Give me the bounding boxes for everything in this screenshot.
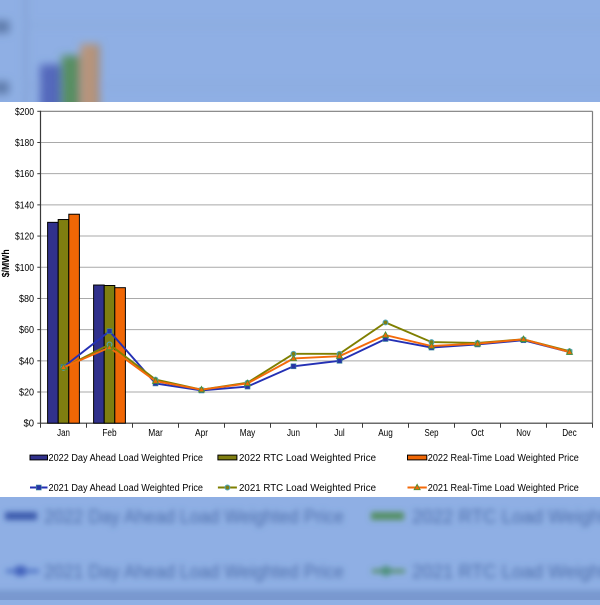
svg-text:Sep: Sep (425, 428, 439, 439)
svg-text:Jul: Jul (334, 428, 345, 439)
svg-text:$60: $60 (19, 325, 34, 336)
svg-text:May: May (240, 428, 256, 439)
svg-text:Nov: Nov (516, 428, 531, 439)
svg-text:Mar: Mar (148, 428, 163, 439)
svg-text:$80: $80 (19, 294, 34, 305)
svg-text:$/MWh: $/MWh (1, 249, 12, 277)
svg-text:$180: $180 (15, 138, 34, 149)
svg-text:2022 Real-Time Load Weighted P: 2022 Real-Time Load Weighted Price (428, 453, 579, 464)
svg-text:Jan: Jan (57, 428, 70, 439)
svg-text:2021 Real-Time Load Weighted P: 2021 Real-Time Load Weighted Price (428, 483, 579, 494)
svg-text:$40: $40 (19, 356, 34, 367)
svg-text:Oct: Oct (471, 428, 484, 439)
svg-text:$160: $160 (15, 169, 34, 180)
svg-text:Feb: Feb (102, 428, 117, 439)
svg-text:$120: $120 (15, 232, 34, 243)
svg-text:2021 Day Ahead Load Weighted P: 2021 Day Ahead Load Weighted Price (49, 483, 204, 494)
svg-text:$200: $200 (15, 107, 34, 118)
svg-text:Jun: Jun (287, 428, 300, 439)
svg-text:Dec: Dec (562, 428, 577, 439)
svg-text:2022 Day Ahead Load Weighted P: 2022 Day Ahead Load Weighted Price (49, 453, 204, 464)
svg-text:2022 RTC Load Weighted Price: 2022 RTC Load Weighted Price (239, 453, 376, 464)
svg-text:Aug: Aug (378, 428, 393, 439)
svg-text:Apr: Apr (195, 428, 209, 439)
svg-text:$140: $140 (15, 200, 34, 211)
svg-text:$20: $20 (19, 388, 34, 399)
svg-text:$0: $0 (24, 419, 35, 430)
svg-text:2021 RTC Load Weighted Price: 2021 RTC Load Weighted Price (239, 483, 376, 494)
svg-text:$100: $100 (15, 263, 34, 274)
